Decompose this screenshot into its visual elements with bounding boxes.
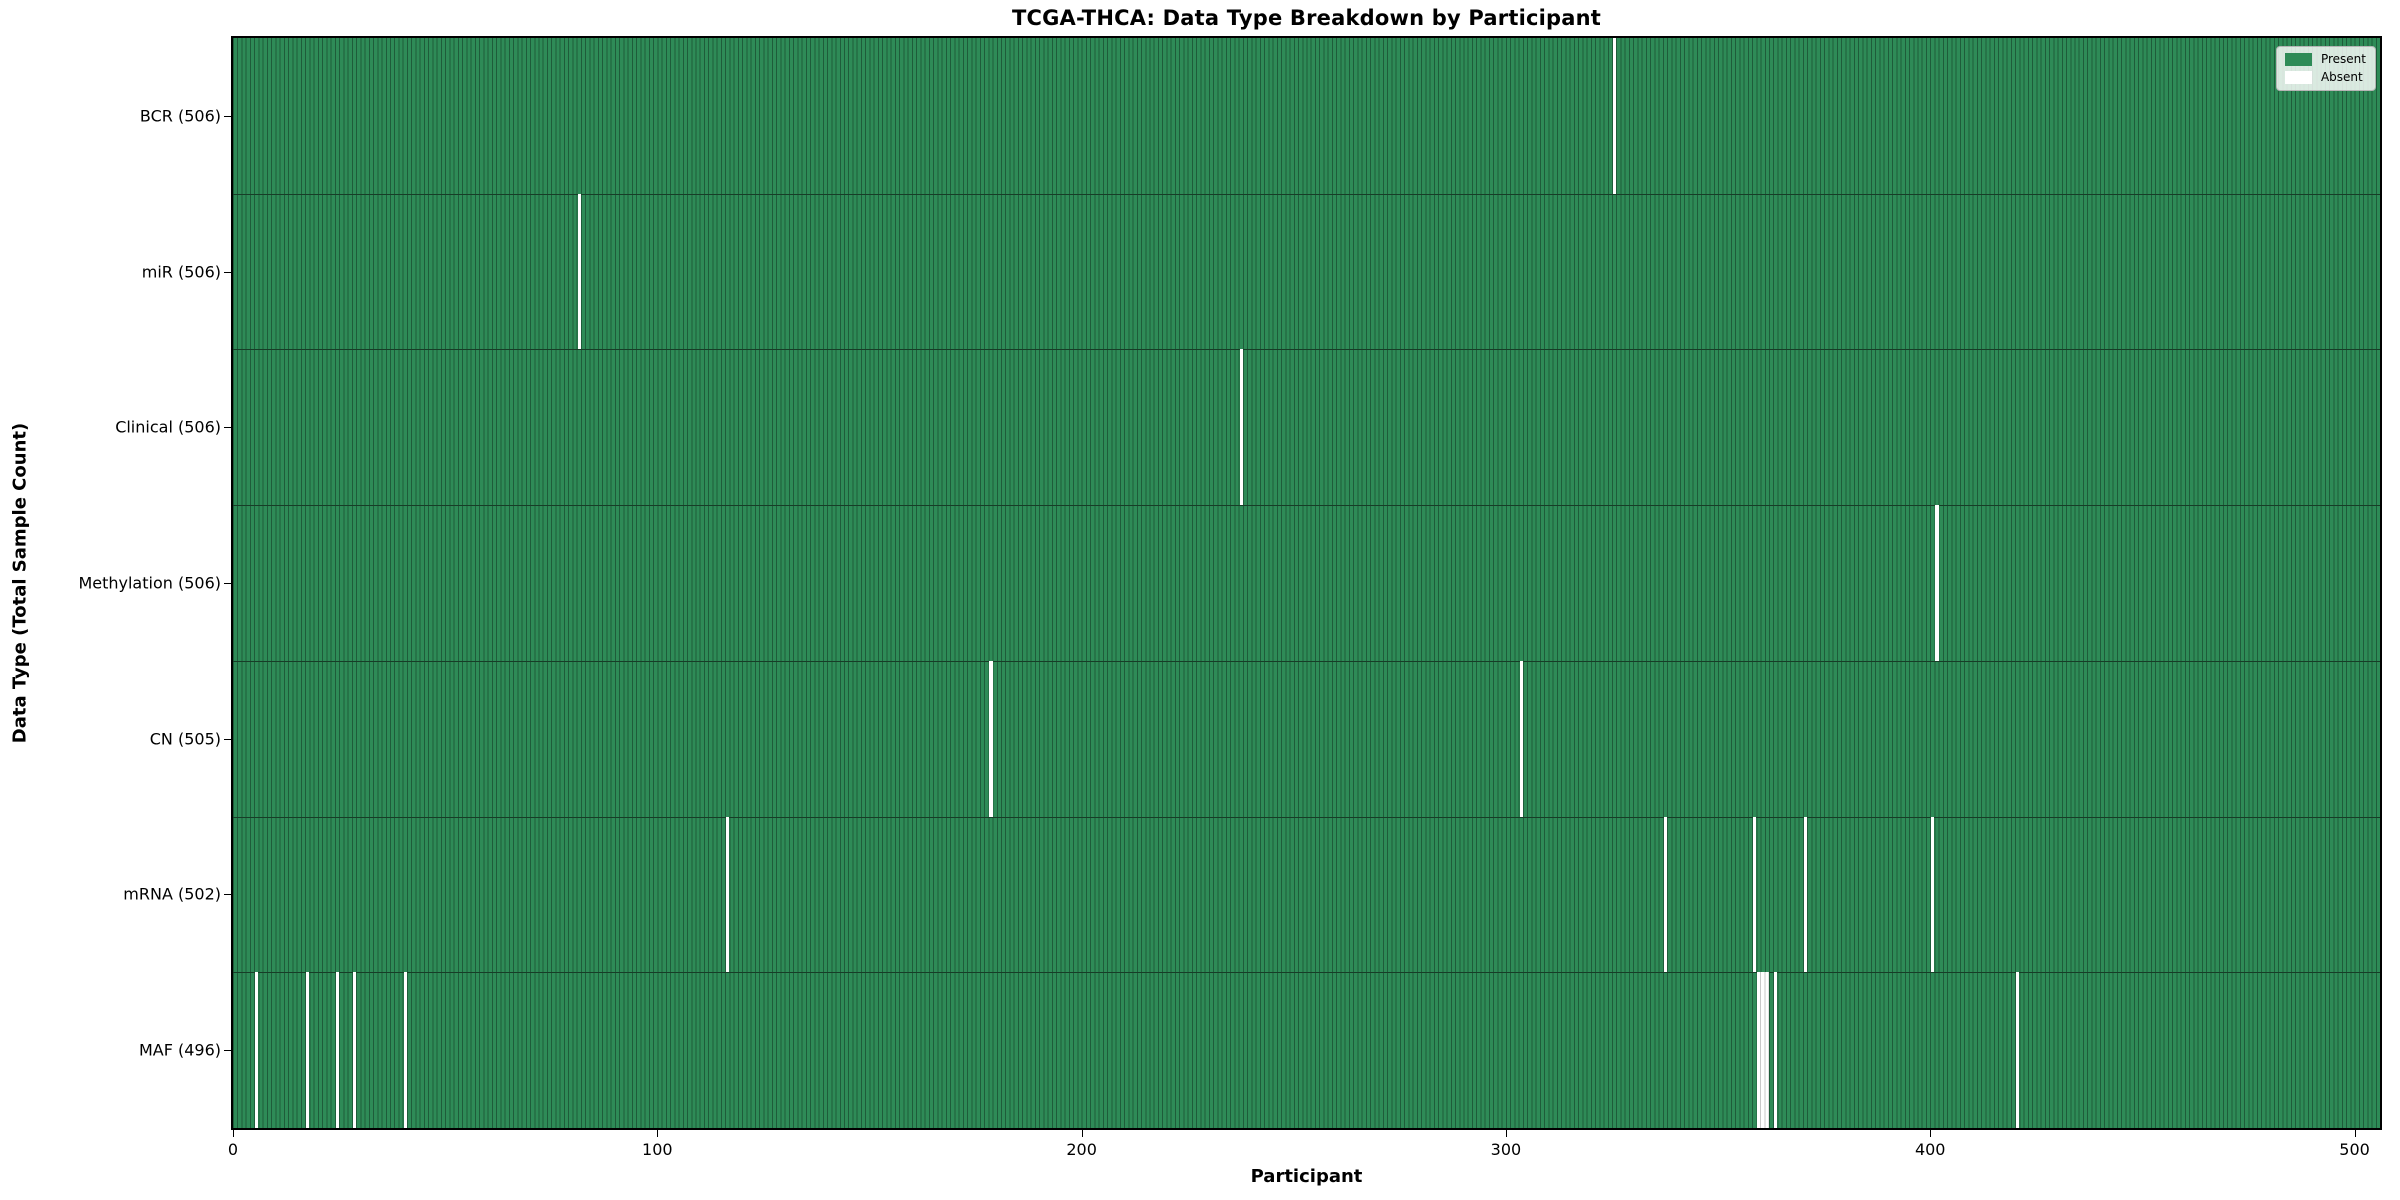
x-tick-label: 400 [1914, 1140, 1946, 1159]
y-tick-mark [224, 271, 231, 273]
absent-gap-miR [577, 193, 581, 350]
absent-gap-MAF [403, 972, 407, 1128]
absent-gap-MAF [2016, 972, 2020, 1128]
row-band-miR [233, 193, 2380, 350]
absent-gap-MAF [352, 972, 357, 1128]
row-band-MAF [233, 972, 2380, 1128]
legend-absent-label: Absent [2320, 70, 2363, 84]
y-tick-label: BCR (506) [139, 106, 221, 126]
y-tick-mark [224, 894, 231, 896]
y-tick-label: Methylation (506) [78, 573, 221, 593]
absent-gap-mRNA [1803, 816, 1808, 973]
y-tick-label: CN (505) [149, 729, 221, 749]
row-band-mRNA [233, 816, 2380, 973]
absent-gap-mRNA [726, 816, 730, 973]
x-tick-mark [1081, 1130, 1083, 1137]
legend-present-swatch [2284, 53, 2312, 66]
absent-gap-mRNA [1931, 816, 1935, 973]
x-tick-mark [1505, 1130, 1507, 1137]
x-tick-label: 200 [1066, 1140, 1097, 1159]
legend-entry-present: Present [2284, 52, 2366, 66]
row-band-Clinical [233, 349, 2380, 506]
x-tick-mark [2354, 1130, 2356, 1137]
y-tick-mark [224, 1050, 231, 1052]
x-axis-label: Participant [1250, 1166, 1363, 1187]
y-tick-label: miR (506) [141, 262, 221, 282]
x-tick-label: 100 [642, 1140, 673, 1159]
absent-gap-MAF [1757, 972, 1769, 1128]
absent-gap-Clinical [1239, 349, 1243, 506]
y-tick-mark [224, 427, 231, 429]
x-tick-label: 500 [2339, 1140, 2370, 1159]
x-tick-mark [657, 1130, 659, 1137]
row-band-CN [233, 660, 2380, 817]
absent-gap-MAF [255, 972, 259, 1128]
absent-gap-CN [1519, 660, 1523, 817]
y-tick-mark [224, 583, 231, 584]
x-tick-label: 0 [227, 1140, 239, 1159]
absent-gap-mRNA [1753, 816, 1757, 973]
x-tick-mark [1930, 1130, 1932, 1137]
absent-gap-MAF [335, 972, 340, 1128]
y-tick-mark [224, 115, 231, 117]
absent-gap-MAF [306, 972, 310, 1128]
legend-present-label: Present [2320, 52, 2366, 66]
absent-gap-BCR [1613, 38, 1617, 194]
absent-gap-Methylation [1935, 505, 1939, 661]
y-tick-label: Clinical (506) [115, 417, 221, 437]
y-tick-mark [224, 738, 231, 740]
legend-absent-swatch [2284, 71, 2312, 84]
x-tick-mark [233, 1130, 234, 1137]
row-band-Methylation [233, 505, 2380, 661]
absent-gap-mRNA [1663, 816, 1668, 973]
legend: Present Absent [2275, 46, 2376, 91]
absent-gap-CN [989, 660, 993, 817]
x-tick-label: 300 [1490, 1140, 1522, 1159]
y-tick-label: mRNA (502) [123, 884, 221, 904]
y-tick-label: MAF (496) [138, 1040, 221, 1060]
plot-area: Present Absent [231, 36, 2382, 1130]
legend-entry-absent: Absent [2284, 70, 2366, 84]
row-band-BCR [233, 38, 2380, 194]
absent-gap-MAF [1774, 972, 1778, 1128]
chart-title: TCGA-THCA: Data Type Breakdown by Partic… [1011, 6, 1602, 30]
